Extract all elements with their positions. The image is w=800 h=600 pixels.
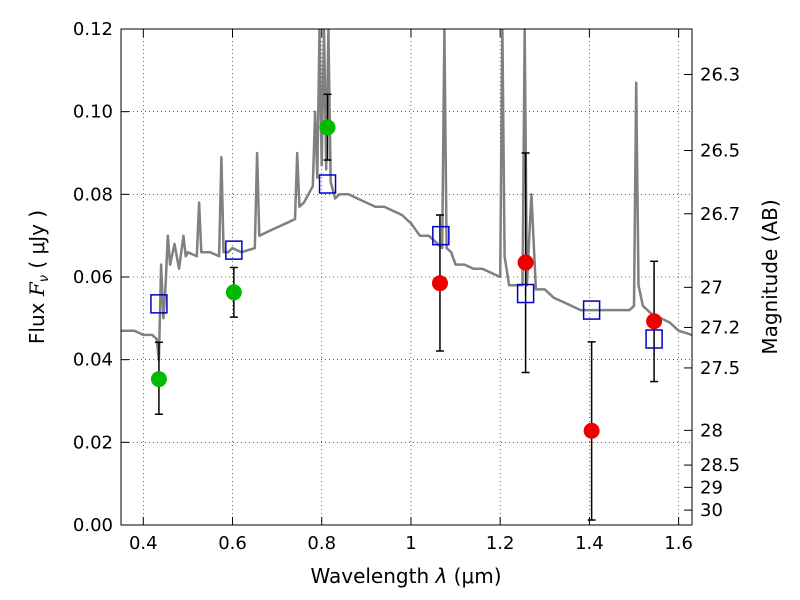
x-tick-label: 1.2 xyxy=(486,533,515,554)
model-photometry-square xyxy=(582,300,601,320)
plot-area xyxy=(121,29,692,521)
y-tick-label: 0.10 xyxy=(73,102,113,123)
x-tick-label: 0.8 xyxy=(307,533,336,554)
model-photometry-square xyxy=(516,283,535,304)
y2-tick-label: 29 xyxy=(700,477,723,498)
observed-point xyxy=(319,119,336,136)
y-tick-label: 0.02 xyxy=(73,432,113,453)
y2-tick-label: 26.3 xyxy=(700,64,740,85)
y-tick-label: 0.06 xyxy=(73,267,113,288)
grid-lines xyxy=(121,28,692,526)
model-photometry-square xyxy=(150,294,168,314)
spectrum-line xyxy=(121,29,692,361)
x-tick-label: 1.6 xyxy=(664,533,693,554)
y2-tick-label: 27.5 xyxy=(700,358,740,379)
y-axis-label: Flux Fν ( μJy ) xyxy=(25,210,52,344)
x-tick-label: 0.6 xyxy=(218,533,247,554)
model-photometry-square xyxy=(318,174,337,194)
model-photometry-square xyxy=(432,225,450,246)
clipped-series xyxy=(121,29,692,521)
x-tick-label: 0.4 xyxy=(129,533,158,554)
y2-tick-label: 28.5 xyxy=(700,455,740,476)
observed-point xyxy=(431,275,448,292)
y2-axis-label: Magnitude (AB) xyxy=(758,199,782,354)
x-tick-label: 1 xyxy=(405,533,416,554)
y2-tick-label: 26.7 xyxy=(700,204,740,225)
observed-point xyxy=(646,313,663,330)
observed-point xyxy=(150,371,167,388)
axis-ticks: 0.4 0.6 0.8 1 1.2 1.4 1.6 0.00 0.02 0.04 0.06 0.08 0… xyxy=(73,19,740,554)
y2-tick-label: 26.5 xyxy=(700,141,740,162)
model-photometry-square xyxy=(645,329,663,349)
observed-point xyxy=(225,284,242,301)
observed-point xyxy=(517,254,534,271)
y-tick-label: 0.00 xyxy=(73,515,113,536)
x-axis-label: Wavelength λ (μm) xyxy=(310,564,501,588)
y2-tick-label: 27 xyxy=(700,277,723,298)
model-photometry-square xyxy=(225,240,243,260)
y2-tick-label: 27.2 xyxy=(700,317,740,338)
y2-tick-label: 28 xyxy=(700,420,723,441)
x-tick-label: 1.4 xyxy=(575,533,604,554)
plot-frame xyxy=(120,28,693,526)
y-tick-label: 0.04 xyxy=(73,350,113,371)
y2-tick-label: 30 xyxy=(700,500,723,521)
y-tick-label: 0.12 xyxy=(73,19,113,40)
y-tick-label: 0.08 xyxy=(73,184,113,205)
observed-point xyxy=(583,422,600,439)
